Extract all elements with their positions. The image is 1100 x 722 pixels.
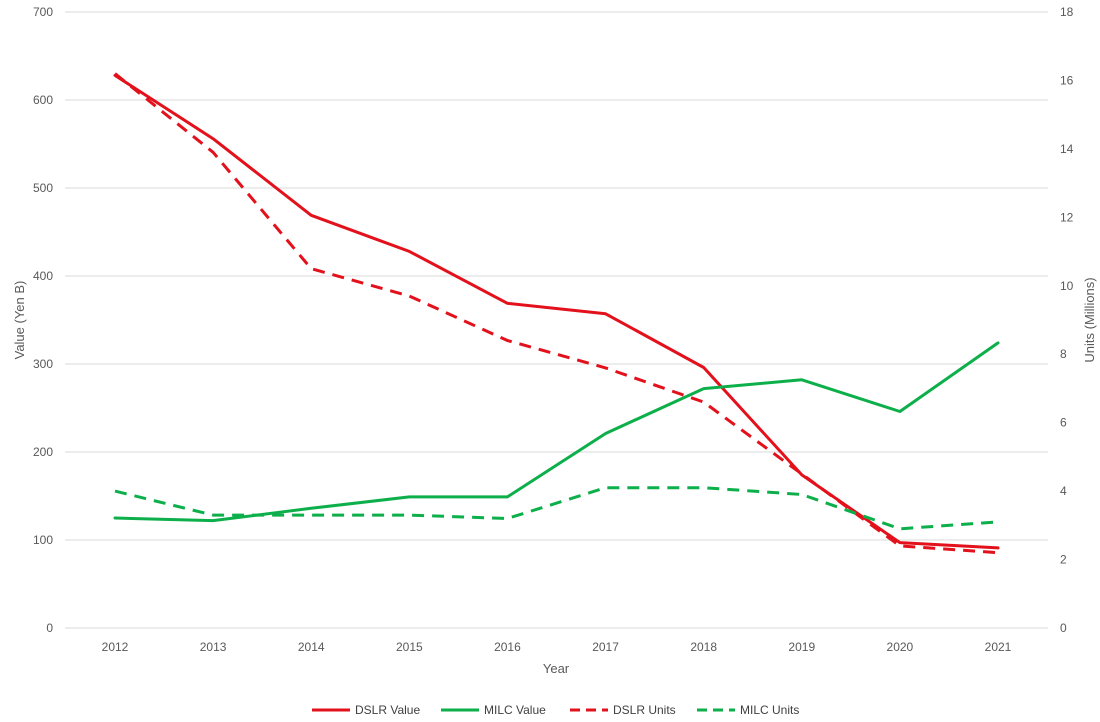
legend-label-dslr-value: DSLR Value [355, 703, 420, 717]
right-tick-label: 0 [1060, 621, 1067, 635]
series-lines [113, 72, 1000, 555]
right-tick-label: 10 [1060, 279, 1074, 293]
left-tick-label: 700 [33, 5, 53, 19]
left-axis-title: Value (Yen B) [12, 281, 27, 360]
right-tick-label: 16 [1060, 73, 1074, 87]
series-line-dslr-units [114, 72, 999, 555]
series-line-milc-units [114, 486, 999, 531]
legend-label-dslr-units: DSLR Units [613, 703, 676, 717]
series-line-dslr-value [113, 73, 1000, 550]
legend: DSLR Value MILC Value DSLR Units MILC Units [312, 703, 799, 717]
right-tick-label: 2 [1060, 553, 1067, 567]
series-line-milc-value [113, 341, 1000, 523]
x-tick-label: 2018 [690, 640, 717, 654]
right-tick-label: 12 [1060, 210, 1074, 224]
x-tick-label: 2019 [788, 640, 815, 654]
left-tick-label: 600 [33, 93, 53, 107]
left-axis-ticks: 0 100 200 300 400 500 600 700 [33, 5, 53, 635]
left-tick-label: 0 [46, 621, 53, 635]
x-tick-label: 2021 [985, 640, 1012, 654]
x-tick-label: 2014 [298, 640, 325, 654]
x-tick-label: 2020 [887, 640, 914, 654]
right-tick-label: 14 [1060, 142, 1074, 156]
x-tick-label: 2015 [396, 640, 423, 654]
left-tick-label: 200 [33, 445, 53, 459]
x-tick-label: 2016 [494, 640, 521, 654]
right-axis-ticks: 0 2 4 6 8 10 12 14 16 18 [1060, 5, 1074, 635]
x-axis-title: Year [543, 661, 570, 676]
x-axis-ticks: 2012 2013 2014 2015 2016 2017 2018 2019 2020 2021 [102, 640, 1012, 654]
left-tick-label: 500 [33, 181, 53, 195]
right-tick-label: 4 [1060, 484, 1067, 498]
right-tick-label: 18 [1060, 5, 1074, 19]
right-tick-label: 6 [1060, 416, 1067, 430]
left-tick-label: 100 [33, 533, 53, 547]
x-tick-label: 2013 [200, 640, 227, 654]
legend-label-milc-units: MILC Units [740, 703, 799, 717]
legend-label-milc-value: MILC Value [484, 703, 546, 717]
left-tick-label: 400 [33, 269, 53, 283]
x-tick-label: 2017 [592, 640, 619, 654]
left-tick-label: 300 [33, 357, 53, 371]
right-tick-label: 8 [1060, 347, 1067, 361]
x-tick-label: 2012 [102, 640, 129, 654]
gridlines [65, 11, 1048, 629]
right-axis-title: Units (Millions) [1082, 277, 1097, 362]
